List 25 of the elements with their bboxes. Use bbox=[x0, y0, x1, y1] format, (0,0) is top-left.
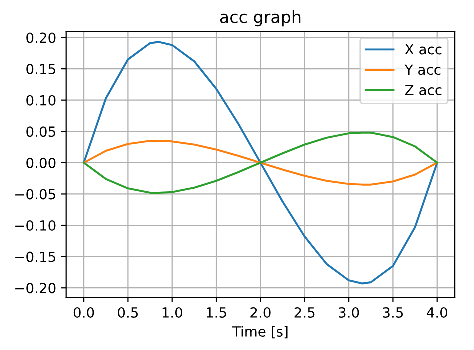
y-tick-label: 0.10 bbox=[26, 95, 56, 106]
x-tick-label: 4.0 bbox=[427, 307, 448, 318]
x-tick-label: 1.0 bbox=[162, 307, 182, 318]
y-tick-label: 0.15 bbox=[26, 64, 56, 75]
y-tick-label: −0.05 bbox=[16, 189, 56, 200]
line-series bbox=[83, 140, 438, 186]
x-axis-title: Time [s] bbox=[232, 326, 288, 339]
x-tick-label: 0.0 bbox=[74, 307, 94, 318]
x-tick-label: 1.5 bbox=[207, 308, 226, 318]
legend-label: Y acc bbox=[404, 64, 441, 76]
y-tick-label: −0.10 bbox=[16, 220, 56, 231]
x-tick-label: 2.0 bbox=[250, 307, 271, 318]
x-tick-label: 0.5 bbox=[118, 307, 138, 318]
x-tick-label: 3.5 bbox=[383, 307, 404, 318]
legend-label: X acc bbox=[405, 44, 442, 55]
y-tick-label: 0.20 bbox=[26, 32, 56, 44]
y-tick-label: 0.05 bbox=[26, 126, 56, 138]
chart-title: acc graph bbox=[220, 10, 301, 27]
y-tick-label: −0.15 bbox=[16, 252, 56, 262]
y-tick-label: −0.20 bbox=[16, 283, 56, 294]
x-tick-label: 3.0 bbox=[339, 307, 360, 318]
line-series bbox=[83, 132, 438, 194]
y-tick-label: 0.00 bbox=[26, 158, 56, 168]
legend-label: Z acc bbox=[405, 85, 442, 96]
x-tick-label: 2.5 bbox=[294, 307, 315, 318]
